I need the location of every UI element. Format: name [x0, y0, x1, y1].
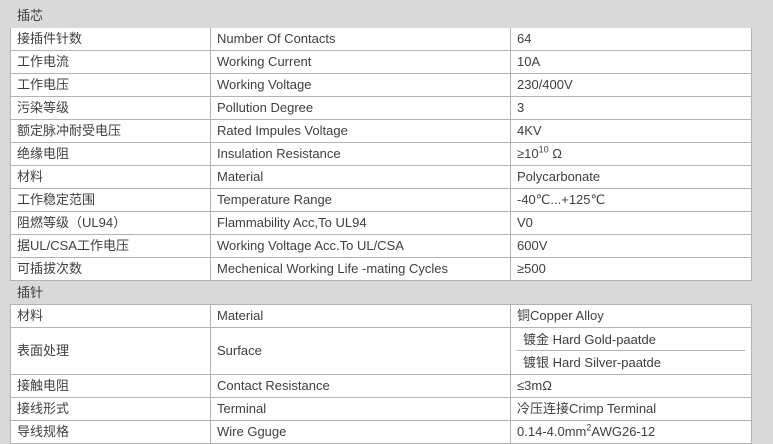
row-label-cn: 表面处理 [10, 327, 211, 375]
table-row: 据UL/CSA工作电压 Working Voltage Acc.To UL/CS… [10, 234, 752, 258]
row-label-en: Wire Gguge [210, 420, 511, 444]
specification-sheet: 插芯 接插件针数 Number Of Contacts 64 工作电流 Work… [10, 3, 752, 444]
section-header-insert: 插芯 [10, 3, 752, 28]
table-row: 污染等级 Pollution Degree 3 [10, 96, 752, 120]
row-value: ≥500 [510, 257, 752, 281]
table-row: 接插件针数 Number Of Contacts 64 [10, 27, 752, 51]
row-value-group: 镀金 Hard Gold-paatde 镀银 Hard Silver-paatd… [510, 327, 752, 375]
row-value-base: ≥10 [517, 146, 539, 161]
table-row: 接触电阻 Contact Resistance ≤3mΩ [10, 374, 752, 398]
row-label-cn: 绝缘电阻 [10, 142, 211, 166]
row-label-cn: 接触电阻 [10, 374, 211, 398]
row-label-cn: 接线形式 [10, 397, 211, 421]
row-label-cn: 材料 [10, 165, 211, 189]
row-value-plating-silver: 镀银 Hard Silver-paatde [523, 355, 661, 370]
section-header-pin-label: 插针 [10, 280, 211, 305]
table-row: 可插拔次数 Mechenical Working Life -mating Cy… [10, 257, 752, 281]
row-value: V0 [510, 211, 752, 235]
table-row: 工作电压 Working Voltage 230/400V [10, 73, 752, 97]
row-value: Polycarbonate [510, 165, 752, 189]
row-label-en: Contact Resistance [210, 374, 511, 398]
row-label-en: Pollution Degree [210, 96, 511, 120]
row-label-cn: 导线规格 [10, 420, 211, 444]
section-header-pin-value [510, 280, 752, 305]
section-header-pin: 插针 [10, 280, 752, 305]
table-row-surface: 表面处理 Surface 镀金 Hard Gold-paatde 镀银 Hard… [10, 327, 752, 375]
row-label-en: Terminal [210, 397, 511, 421]
row-value: 10A [510, 50, 752, 74]
row-value-base: 0.14-4.0mm [517, 424, 587, 439]
row-label-en: Rated Impules Voltage [210, 119, 511, 143]
row-value-plating-gold: 镀金 Hard Gold-paatde [517, 329, 745, 351]
row-label-cn: 污染等级 [10, 96, 211, 120]
row-label-en: Material [210, 165, 511, 189]
row-label-cn: 阻燃等级（UL94） [10, 211, 211, 235]
row-value: 3 [510, 96, 752, 120]
row-label-en: Surface [210, 327, 511, 375]
row-value: 600V [510, 234, 752, 258]
row-label-cn: 材料 [10, 304, 211, 328]
row-value: -40℃...+125℃ [510, 188, 752, 212]
table-row: 绝缘电阻 Insulation Resistance ≥1010 Ω [10, 142, 752, 166]
section-header-pin-en [210, 280, 511, 305]
row-label-en: Flammability Acc,To UL94 [210, 211, 511, 235]
row-value: ≥1010 Ω [510, 142, 752, 166]
section-header-insert-label: 插芯 [10, 3, 211, 28]
row-label-cn: 工作稳定范围 [10, 188, 211, 212]
row-value: 4KV [510, 119, 752, 143]
row-label-cn: 据UL/CSA工作电压 [10, 234, 211, 258]
row-value-tail: Ω [548, 146, 562, 161]
row-value-superscript: 2 [586, 422, 592, 433]
row-value: 0.14-4.0mm2AWG26-12 [510, 420, 752, 444]
row-label-en: Working Voltage Acc.To UL/CSA [210, 234, 511, 258]
row-label-cn: 接插件针数 [10, 27, 211, 51]
table-row: 导线规格 Wire Gguge 0.14-4.0mm2AWG26-12 [10, 420, 752, 444]
row-value: 铜Copper Alloy [510, 304, 752, 328]
row-label-cn: 额定脉冲耐受电压 [10, 119, 211, 143]
section-header-insert-en [210, 3, 511, 28]
row-label-cn: 工作电流 [10, 50, 211, 74]
row-label-en: Temperature Range [210, 188, 511, 212]
row-value-superscript: 10 [538, 144, 549, 155]
row-label-en: Working Current [210, 50, 511, 74]
row-label-cn: 工作电压 [10, 73, 211, 97]
section-header-insert-value [510, 3, 752, 28]
row-label-en: Insulation Resistance [210, 142, 511, 166]
table-row: 工作稳定范围 Temperature Range -40℃...+125℃ [10, 188, 752, 212]
row-value-tail: AWG26-12 [591, 424, 656, 439]
table-row: 阻燃等级（UL94） Flammability Acc,To UL94 V0 [10, 211, 752, 235]
row-value: ≤3mΩ [510, 374, 752, 398]
table-row: 工作电流 Working Current 10A [10, 50, 752, 74]
specification-table: 插芯 接插件针数 Number Of Contacts 64 工作电流 Work… [10, 3, 752, 444]
row-label-en: Mechenical Working Life -mating Cycles [210, 257, 511, 281]
row-value: 冷压连接Crimp Terminal [510, 397, 752, 421]
table-row: 材料 Material Polycarbonate [10, 165, 752, 189]
table-row: 材料 Material 铜Copper Alloy [10, 304, 752, 328]
table-row: 额定脉冲耐受电压 Rated Impules Voltage 4KV [10, 119, 752, 143]
row-value: 230/400V [510, 73, 752, 97]
table-row: 接线形式 Terminal 冷压连接Crimp Terminal [10, 397, 752, 421]
row-label-cn: 可插拔次数 [10, 257, 211, 281]
row-label-en: Material [210, 304, 511, 328]
row-value: 64 [510, 27, 752, 51]
row-label-en: Working Voltage [210, 73, 511, 97]
row-label-en: Number Of Contacts [210, 27, 511, 51]
